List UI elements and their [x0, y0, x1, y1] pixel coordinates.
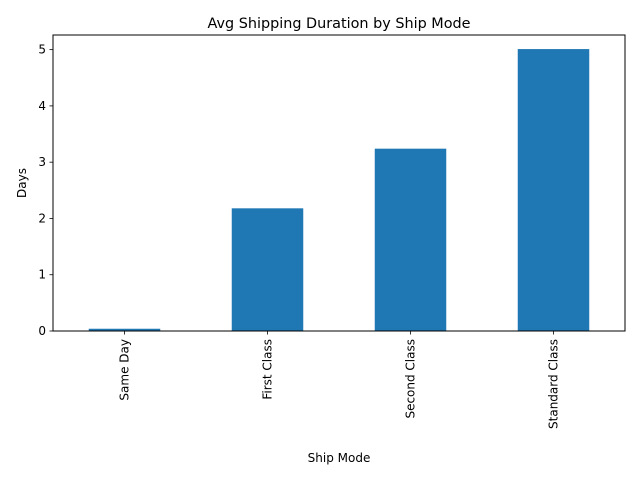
- bar-second-class: [374, 148, 447, 331]
- y-tick-label: 3: [38, 155, 46, 169]
- y-tick-label: 2: [38, 211, 46, 225]
- bar-standard-class: [517, 49, 590, 331]
- bar-same-day: [88, 328, 161, 331]
- y-tick-label: 5: [38, 43, 46, 57]
- y-tick-label: 1: [38, 268, 46, 282]
- x-tick-label: Second Class: [404, 339, 418, 419]
- x-tick-label: Standard Class: [547, 339, 561, 429]
- plot-frame: [52, 34, 626, 332]
- x-axis: Same Day First Class Second Class Standard …: [118, 331, 561, 429]
- y-axis-label: Days: [15, 168, 29, 198]
- chart-title: Avg Shipping Duration by Ship Mode: [207, 16, 470, 32]
- y-tick-label: 4: [38, 99, 46, 113]
- bar-first-class: [231, 208, 304, 331]
- y-tick-label: 0: [38, 324, 46, 338]
- x-tick-label: First Class: [261, 339, 275, 400]
- y-axis: 0 1 2 3 4 5: [38, 43, 53, 338]
- x-tick-label: Same Day: [118, 339, 132, 401]
- bars-group: [88, 49, 590, 331]
- x-axis-label: Ship Mode: [308, 451, 371, 465]
